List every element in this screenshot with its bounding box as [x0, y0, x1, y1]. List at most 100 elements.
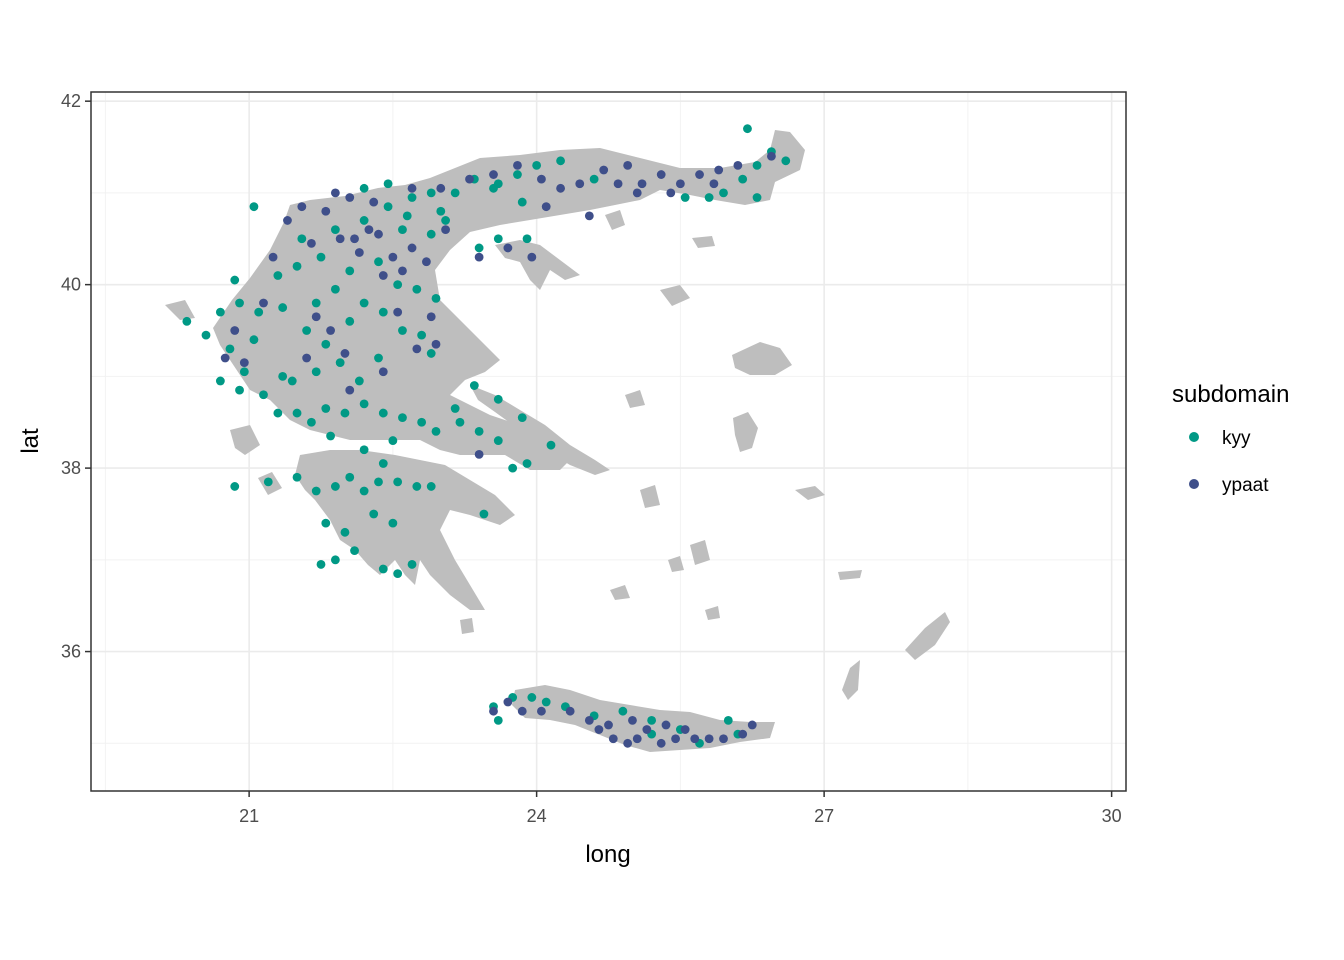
data-point-kyy — [398, 225, 407, 234]
x-axis-title: long — [585, 841, 630, 868]
data-point-ypaat — [350, 234, 359, 244]
data-point-ypaat — [268, 252, 278, 262]
data-point-kyy — [292, 472, 302, 482]
data-point-kyy — [752, 160, 762, 170]
data-point-kyy — [474, 427, 484, 436]
data-point-ypaat — [733, 160, 743, 170]
data-point-kyy — [426, 482, 436, 491]
data-point-ypaat — [369, 197, 379, 207]
data-point-kyy — [345, 266, 355, 276]
data-point-kyy — [647, 715, 657, 725]
kos-polygon — [838, 570, 862, 580]
data-point-kyy — [527, 693, 537, 702]
data-point-kyy — [402, 211, 412, 221]
data-point-kyy — [335, 358, 345, 368]
data-point-kyy — [278, 371, 288, 381]
data-point-kyy — [321, 339, 331, 349]
data-point-kyy — [374, 257, 383, 267]
data-point-kyy — [738, 174, 748, 184]
data-point-kyy — [407, 193, 417, 202]
data-point-kyy — [719, 188, 728, 198]
data-point-ypaat — [594, 725, 604, 734]
data-point-kyy — [522, 234, 532, 244]
legend-label-kyy: kyy — [1222, 428, 1251, 449]
data-point-ypaat — [239, 358, 249, 368]
data-point-kyy — [273, 271, 283, 280]
panel-background — [91, 92, 1126, 791]
data-point-kyy — [345, 472, 355, 482]
data-point-kyy — [311, 486, 321, 496]
data-point-ypaat — [599, 165, 609, 175]
data-point-ypaat — [431, 339, 441, 349]
data-point-kyy — [378, 459, 388, 468]
data-point-kyy — [450, 404, 460, 413]
data-point-kyy — [359, 399, 369, 409]
data-point-kyy — [589, 174, 599, 184]
evia-polygon — [470, 385, 610, 475]
legend-title: subdomain — [1172, 381, 1289, 408]
data-point-ypaat — [541, 202, 551, 212]
data-point-kyy — [316, 252, 326, 262]
data-point-ypaat — [465, 174, 474, 184]
thasos-polygon — [605, 210, 625, 230]
data-point-kyy — [431, 427, 441, 436]
data-point-kyy — [182, 316, 192, 326]
data-point-kyy — [508, 463, 518, 473]
data-point-kyy — [417, 417, 427, 427]
rhodes-polygon — [905, 612, 950, 660]
data-point-ypaat — [474, 449, 484, 459]
data-point-kyy — [273, 408, 283, 418]
data-point-kyy — [493, 234, 503, 244]
data-point-kyy — [359, 445, 369, 455]
data-point-ypaat — [330, 188, 340, 198]
data-point-kyy — [239, 367, 249, 377]
data-point-ypaat — [283, 216, 292, 225]
data-point-kyy — [479, 509, 489, 519]
data-point-kyy — [330, 225, 340, 234]
data-point-kyy — [723, 715, 733, 725]
data-point-kyy — [393, 569, 403, 578]
data-point-kyy — [359, 216, 369, 225]
data-point-ypaat — [412, 344, 422, 354]
data-point-ypaat — [345, 385, 355, 395]
data-point-kyy — [369, 509, 379, 519]
data-point-kyy — [455, 417, 465, 427]
data-point-ypaat — [489, 706, 498, 716]
data-point-kyy — [340, 408, 350, 418]
data-point-kyy — [517, 197, 527, 207]
skyros-polygon — [625, 390, 645, 408]
data-point-kyy — [354, 376, 364, 386]
data-point-kyy — [249, 335, 259, 345]
data-point-kyy — [489, 183, 498, 193]
data-point-kyy — [383, 179, 393, 189]
data-point-ypaat — [407, 183, 417, 193]
data-point-kyy — [235, 298, 244, 308]
data-point-ypaat — [608, 734, 618, 744]
data-point-kyy — [493, 436, 503, 445]
data-point-ypaat — [398, 266, 407, 276]
data-point-ypaat — [690, 734, 700, 744]
samothraki-polygon — [692, 236, 715, 248]
y-axis-title: lat — [17, 428, 44, 454]
data-point-ypaat — [517, 706, 527, 716]
milos-polygon — [610, 585, 630, 600]
x-tick-label: 27 — [814, 806, 834, 826]
data-point-ypaat — [623, 738, 633, 748]
data-point-ypaat — [220, 353, 230, 363]
data-point-kyy — [469, 381, 479, 390]
data-point-ypaat — [537, 706, 546, 716]
data-point-kyy — [388, 518, 398, 528]
paros-polygon — [668, 556, 684, 572]
kythira-polygon — [460, 618, 474, 634]
data-point-ypaat — [503, 243, 513, 253]
data-point-ypaat — [340, 349, 350, 358]
data-point-kyy — [704, 193, 714, 202]
data-point-ypaat — [695, 170, 704, 179]
data-point-kyy — [450, 188, 460, 198]
data-point-kyy — [412, 284, 422, 294]
kefalonia-polygon — [230, 425, 260, 455]
data-point-kyy — [330, 555, 340, 565]
data-point-kyy — [263, 477, 273, 487]
data-point-kyy — [436, 206, 446, 216]
data-point-kyy — [307, 417, 316, 427]
